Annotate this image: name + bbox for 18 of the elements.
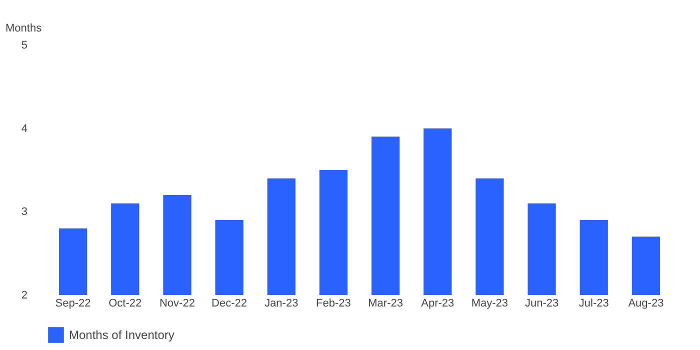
legend-label: Months of Inventory <box>69 328 174 342</box>
y-tick-label: 4 <box>21 122 28 135</box>
x-tick-label: Aug-23 <box>628 298 664 310</box>
x-tick-label: Jun-23 <box>524 298 559 310</box>
x-tick-label: Jul-23 <box>578 298 609 310</box>
x-tick-label: May-23 <box>471 298 508 310</box>
y-axis-title: Months <box>6 22 42 34</box>
x-tick-label: Mar-23 <box>368 298 403 310</box>
x-tick-label: Dec-22 <box>212 298 248 310</box>
x-tick-label: Oct-22 <box>108 298 142 310</box>
x-tick-label: Nov-22 <box>159 298 195 310</box>
y-tick-label: 3 <box>21 206 28 218</box>
x-tick-label: Apr-23 <box>421 298 454 310</box>
x-tick-label: Sep-22 <box>55 298 91 310</box>
x-tick-label: Feb-23 <box>316 298 351 310</box>
y-tick-label: 5 <box>21 40 28 52</box>
y-tick-label: 2 <box>21 290 28 302</box>
x-tick-label: Jan-23 <box>264 298 298 310</box>
